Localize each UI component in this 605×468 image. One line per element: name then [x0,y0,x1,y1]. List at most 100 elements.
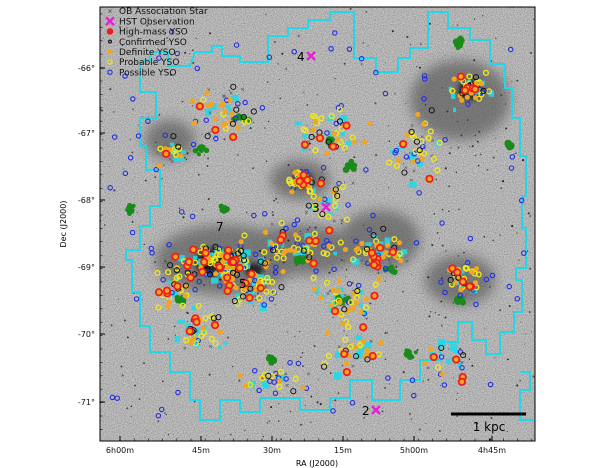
high-mass-yso [162,286,172,295]
field-star [471,364,474,367]
y-tick-label: -68° [78,196,95,205]
field-star [440,385,442,386]
hst-field-3: 3 [312,201,331,215]
definite-yso [277,377,283,384]
ob-star [234,243,239,247]
survey-patch [302,132,308,139]
definite-yso [188,340,194,346]
field-star [403,163,405,165]
definite-yso [222,121,228,127]
field-star [278,78,280,80]
ob-star [183,346,187,350]
field-star [123,319,126,322]
field-star [500,94,503,97]
hst-marker [306,51,316,61]
field-star [425,423,427,425]
definite-yso [262,229,269,235]
definite-yso [227,97,233,103]
ob-star [229,91,233,95]
high-mass-yso [161,149,171,158]
ob-star [426,366,430,370]
field-star [520,321,522,323]
confirmed-yso [319,211,326,218]
possible-yso [358,55,365,62]
field-star [108,166,110,167]
field-star [278,402,280,405]
field-star [334,77,336,80]
field-star [477,164,480,167]
field-star [238,379,241,382]
high-mass-yso [388,247,397,257]
high-mass-yso [330,307,340,316]
field-star [513,153,515,155]
field-star [457,392,459,394]
high-mass-yso [195,102,204,111]
field-star [427,276,430,279]
legend-marker [105,16,115,27]
probable-yso [386,159,393,166]
confirmed-yso [204,133,211,140]
field-star [474,154,477,157]
field-star [297,34,300,38]
high-mass-yso [299,171,308,180]
possible-yso [256,387,262,394]
y-tick-label: -69° [78,263,95,272]
probable-yso [302,127,309,134]
hii-region [349,160,353,165]
hst-field-4: 4 [297,50,316,64]
definite-yso [439,371,445,377]
ob-star [461,273,465,277]
high-mass-yso [300,140,310,149]
field-star [349,8,352,10]
field-star [451,116,453,118]
high-mass-yso [370,291,379,300]
probable-yso [269,278,276,286]
definite-yso [178,153,184,159]
possible-yso [420,143,426,150]
probable-yso [154,269,161,277]
field-star [433,213,436,215]
field-star [381,410,384,413]
field-star [473,59,476,62]
sky-image: 4 3 2 5 7 [100,7,535,441]
field-star [445,250,447,252]
survey-patch [304,233,312,241]
definite-yso [428,346,434,352]
field-star [388,140,391,143]
definite-yso [213,271,219,277]
definite-yso [292,248,298,255]
probable-yso [263,288,270,295]
field-star [218,432,219,434]
field-star [505,127,508,130]
field-star [363,224,365,226]
field-star [388,124,390,126]
possible-yso [473,301,479,308]
field-star [314,226,317,229]
field-star [110,324,113,327]
field-star [316,94,318,96]
field-star [429,311,432,313]
definite-yso [235,125,241,131]
possible-yso [457,292,463,299]
possible-yso [403,154,410,160]
legend-entry: HST Observation [105,16,195,27]
possible-yso [252,251,259,258]
survey-patch [372,234,378,239]
survey-patch [259,304,267,312]
probable-yso [256,295,263,302]
field-star [459,347,461,350]
survey-patch [457,361,462,369]
field-star [353,156,356,159]
possible-yso [178,209,185,215]
probable-yso [331,202,339,209]
field-star [477,140,479,143]
probable-yso [294,235,301,242]
field-star [490,416,493,420]
high-mass-yso [154,288,164,297]
possible-yso [262,211,268,217]
possible-yso [294,241,300,247]
survey-footprint [125,11,527,421]
field-star [492,156,495,159]
possible-yso [268,296,275,302]
high-mass-yso [235,263,244,273]
